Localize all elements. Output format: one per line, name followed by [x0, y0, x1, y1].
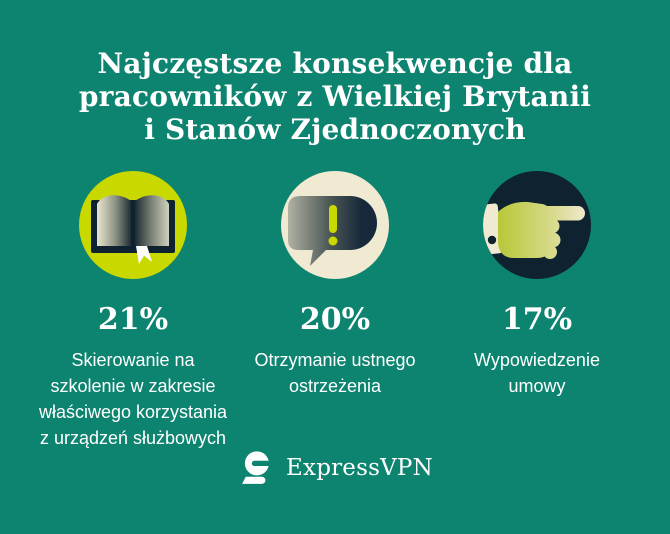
stat-percent: 21%	[97, 302, 169, 337]
stat-label: Skierowanie na szkolenie w zakresie właś…	[38, 350, 228, 448]
brand-footer: ExpressVPN	[0, 449, 670, 487]
stat-column-training: 21% Skierowanie na szkolenie w zakresie …	[32, 170, 234, 451]
expressvpn-logo-icon	[242, 451, 275, 484]
stat-percent: 17%	[501, 302, 573, 337]
stat-label: Otrzymanie ustnego ostrzeżenia	[254, 350, 416, 396]
pointing-hand-icon	[483, 171, 591, 279]
brand-name: ExpressVPN	[286, 455, 433, 481]
open-book-icon	[79, 171, 187, 279]
stat-label: Wypowiedzenie umowy	[474, 350, 600, 396]
stat-percent: 20%	[299, 302, 371, 337]
page-title: Najczęstsze konsekwencje dla pracowników…	[78, 47, 592, 146]
speech-bubble-exclamation-icon	[281, 171, 389, 279]
stat-column-termination: 17% Wypowiedzenie umowy	[436, 170, 638, 451]
stat-column-warning: 20% Otrzymanie ustnego ostrzeżenia	[234, 170, 436, 451]
stats-row: 21% Skierowanie na szkolenie w zakresie …	[0, 170, 670, 451]
